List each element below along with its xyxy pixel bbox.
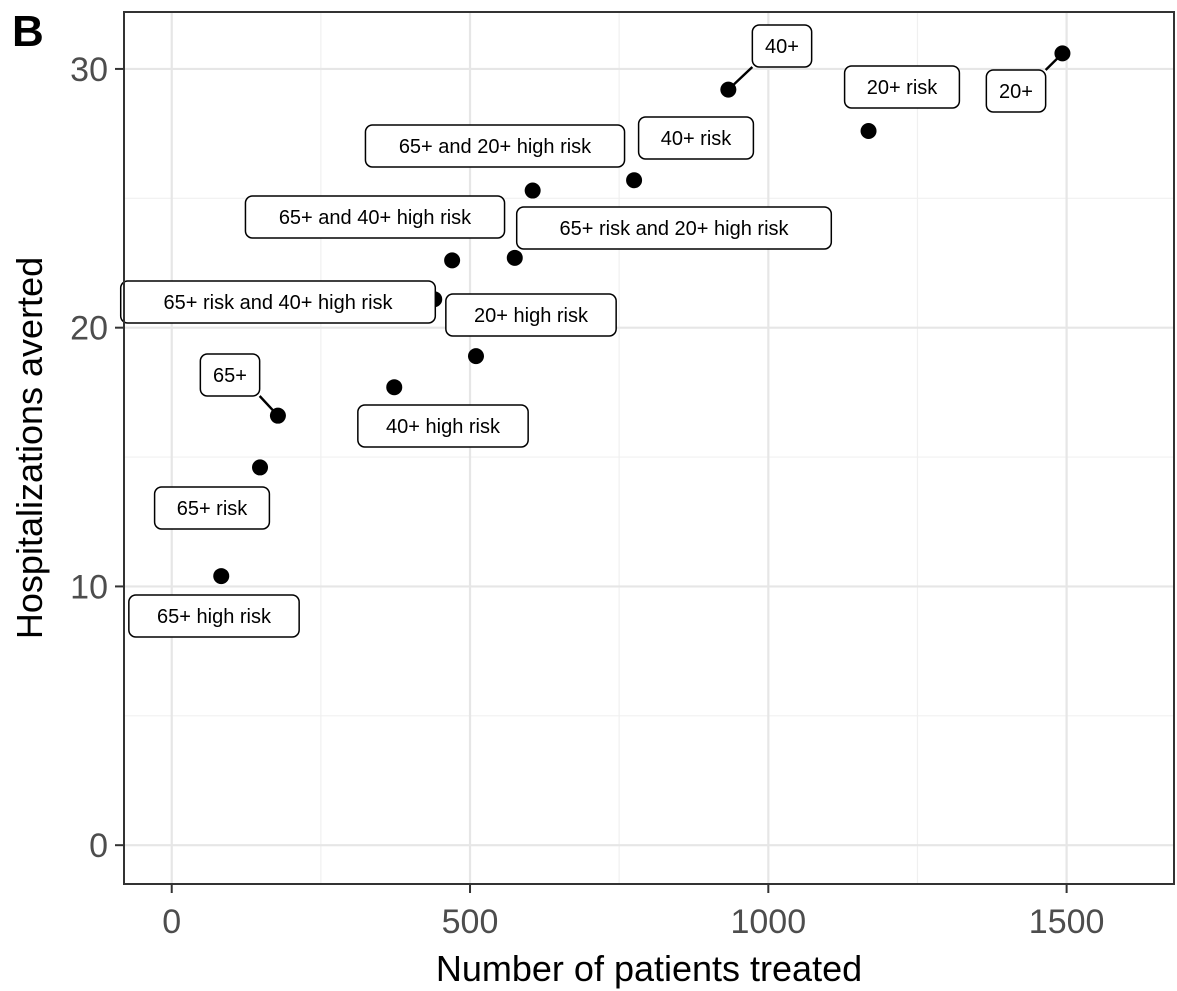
point-label-box bbox=[985, 69, 1047, 113]
point-label-text: 65+ risk bbox=[177, 498, 249, 520]
y-tick-label: 10 bbox=[70, 568, 108, 606]
data-point bbox=[860, 123, 877, 140]
point-label-text: 20+ bbox=[999, 81, 1033, 103]
point-label-text: 20+ high risk bbox=[474, 305, 589, 327]
point-label-box bbox=[364, 124, 626, 168]
point-label-box bbox=[445, 293, 617, 337]
data-point bbox=[524, 182, 541, 199]
x-axis-title: Number of patients treated bbox=[436, 948, 862, 989]
data-point bbox=[626, 172, 643, 189]
plot-panel-border bbox=[123, 11, 1175, 885]
point-label-box bbox=[153, 486, 271, 530]
point-label-box bbox=[128, 594, 300, 638]
point-label-text: 65+ bbox=[213, 365, 247, 387]
point-label-box bbox=[244, 195, 506, 239]
point-label: 20+ high risk bbox=[445, 293, 617, 337]
point-label: 65+ risk and 20+ high risk bbox=[515, 206, 833, 250]
y-axis-title: Hospitalizations averted bbox=[9, 257, 50, 639]
point-label: 40+ high risk bbox=[357, 404, 529, 448]
point-label-box bbox=[751, 24, 813, 68]
y-tick-label: 0 bbox=[89, 827, 108, 865]
point-label: 65+ and 40+ high risk bbox=[244, 195, 506, 239]
panel-letter: B bbox=[12, 7, 44, 56]
point-label-box bbox=[515, 206, 833, 250]
point-label-text: 65+ risk and 40+ high risk bbox=[163, 292, 393, 314]
point-label-box bbox=[199, 353, 261, 397]
x-tick-label: 0 bbox=[162, 903, 181, 941]
point-labels: 65+ high risk 65+ risk 65+ 40+ high risk 65+… bbox=[119, 24, 1047, 638]
point-label: 65+ risk bbox=[153, 486, 271, 530]
point-label: 65+ risk and 40+ high risk bbox=[119, 280, 437, 324]
data-point bbox=[720, 81, 737, 98]
y-axis-ticks: 0 10 20 30 bbox=[70, 51, 124, 865]
point-label-box bbox=[637, 116, 755, 160]
point-label: 40+ bbox=[751, 24, 813, 68]
point-label: 20+ risk bbox=[843, 65, 961, 109]
point-label-text: 65+ and 40+ high risk bbox=[279, 207, 472, 229]
x-tick-label: 1500 bbox=[1029, 903, 1105, 941]
point-label-text: 40+ bbox=[765, 36, 799, 58]
point-label-text: 40+ high risk bbox=[386, 416, 501, 438]
major-gridlines bbox=[124, 12, 1174, 884]
point-label-box bbox=[119, 280, 437, 324]
x-axis-ticks: 0 500 1000 1500 bbox=[162, 884, 1104, 941]
point-label: 65+ and 20+ high risk bbox=[364, 124, 626, 168]
point-label-text: 65+ risk and 20+ high risk bbox=[559, 218, 789, 240]
data-point bbox=[444, 252, 461, 269]
point-label-box bbox=[843, 65, 961, 109]
point-label-text: 65+ high risk bbox=[157, 606, 272, 628]
point-label-text: 40+ risk bbox=[661, 128, 733, 150]
y-tick-label: 30 bbox=[70, 51, 108, 89]
x-tick-label: 500 bbox=[442, 903, 499, 941]
data-point bbox=[269, 407, 286, 424]
point-label: 40+ risk bbox=[637, 116, 755, 160]
x-tick-label: 1000 bbox=[730, 903, 806, 941]
point-label-text: 20+ risk bbox=[867, 77, 939, 99]
point-label: 65+ high risk bbox=[128, 594, 300, 638]
data-point bbox=[252, 459, 269, 476]
data-point bbox=[467, 348, 484, 365]
data-point bbox=[1054, 45, 1071, 62]
data-point bbox=[386, 379, 403, 396]
data-point bbox=[213, 568, 230, 585]
point-label: 20+ bbox=[985, 69, 1047, 113]
data-points bbox=[213, 45, 1071, 585]
point-label-box bbox=[357, 404, 529, 448]
point-label-text: 65+ and 20+ high risk bbox=[399, 136, 592, 158]
data-point bbox=[506, 249, 523, 266]
y-tick-label: 20 bbox=[70, 310, 108, 348]
point-label: 65+ bbox=[199, 353, 261, 397]
